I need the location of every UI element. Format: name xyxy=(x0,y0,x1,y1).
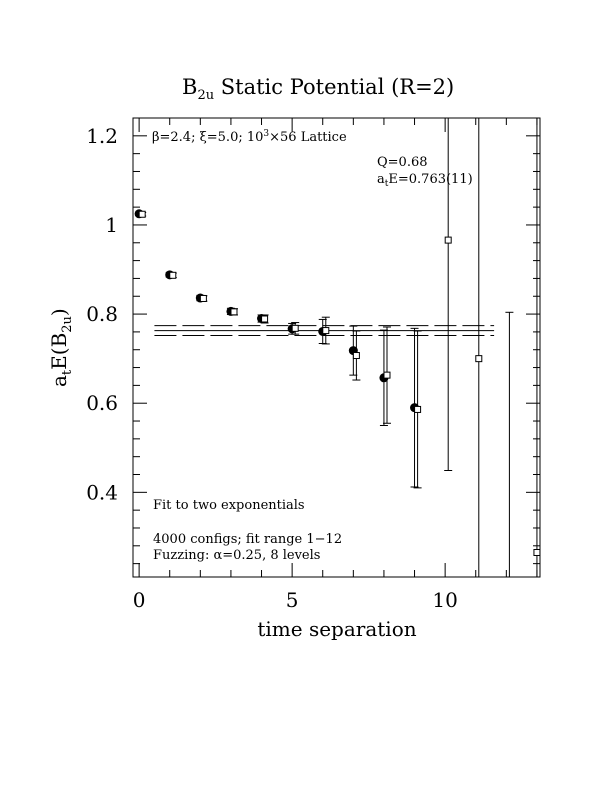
fit-annotation: Fit to two exponentials xyxy=(153,498,305,513)
chart-title: B2u Static Potential (R=2) xyxy=(182,75,454,103)
x-tick-label: 0 xyxy=(133,588,146,612)
q-value-annotation: Q=0.68 xyxy=(377,155,428,170)
plot-frame xyxy=(132,117,541,578)
data-point-square xyxy=(414,405,422,413)
data-point-square xyxy=(138,210,146,218)
x-tick-label: 10 xyxy=(432,588,457,612)
data-point-square xyxy=(230,308,238,316)
data-point-square xyxy=(261,315,269,323)
data-point-square xyxy=(169,271,177,279)
lattice-annotation: β=2.4; ξ=5.0; 103×56 Lattice xyxy=(152,129,347,145)
y-axis-label: atE(B2u) xyxy=(47,308,75,387)
configs-annotation: 4000 configs; fit range 1−12 xyxy=(153,532,342,547)
data-point-square xyxy=(291,324,299,332)
data-point-square xyxy=(444,236,452,244)
x-axis-label: time separation xyxy=(257,617,416,641)
data-point-square xyxy=(352,352,360,360)
data-point-square xyxy=(475,355,483,363)
data-point-square xyxy=(322,327,330,335)
y-tick-label: 0.6 xyxy=(86,391,118,415)
y-tick-label: 1 xyxy=(105,213,118,237)
y-tick-label: 0.4 xyxy=(86,480,118,504)
data-point-square xyxy=(199,294,207,302)
y-tick-label: 1.2 xyxy=(86,124,118,148)
data-point-square xyxy=(533,548,541,556)
data-point-square xyxy=(383,371,391,379)
y-tick-label: 0.8 xyxy=(86,302,118,326)
energy-annotation: atE=0.763(11) xyxy=(377,172,473,189)
axis-ticks xyxy=(133,117,540,577)
tick-labels: 0 5 10 0.4 0.6 0.8 1 1.2 xyxy=(86,124,458,612)
data-points xyxy=(134,209,541,556)
fuzzing-annotation: Fuzzing: α=0.25, 8 levels xyxy=(153,548,320,563)
x-tick-label: 5 xyxy=(286,588,299,612)
